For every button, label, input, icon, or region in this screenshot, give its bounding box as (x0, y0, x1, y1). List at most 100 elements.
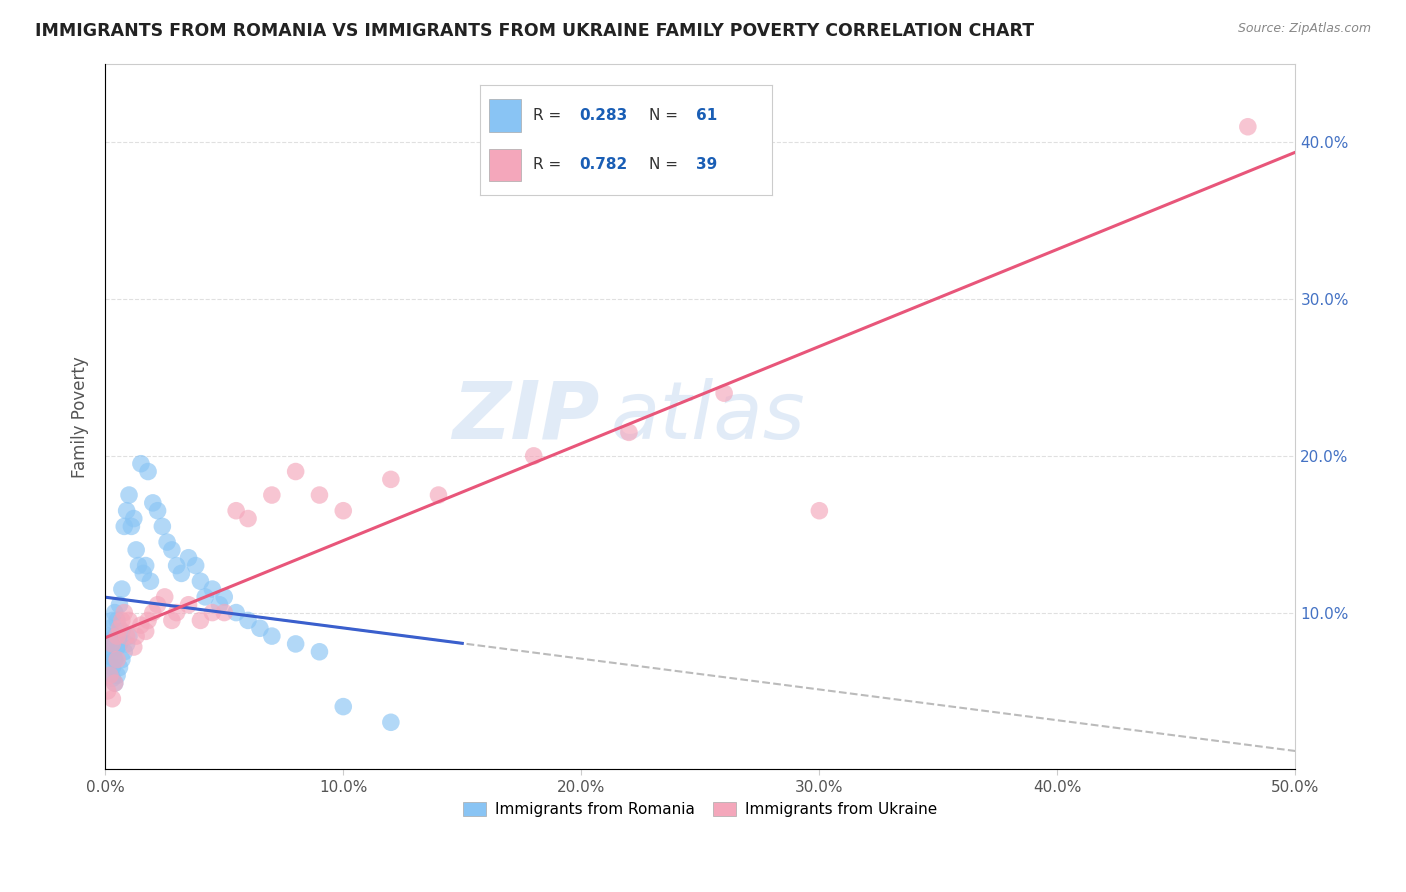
Point (105, 668, 128, 682)
Point (98, 633, 121, 648)
Point (112, 606, 135, 620)
Point (132, 566, 155, 581)
Point (105, 652, 128, 666)
Point (225, 504, 247, 518)
Point (166, 558, 188, 573)
Point (97, 645, 120, 659)
Point (212, 590, 235, 604)
Point (284, 637, 307, 651)
Point (142, 606, 165, 620)
Point (108, 660, 131, 674)
Point (104, 676, 127, 690)
Point (249, 621, 271, 635)
Point (129, 618, 152, 632)
Point (190, 574, 212, 589)
Point (260, 488, 283, 502)
Point (153, 590, 176, 604)
Point (104, 606, 127, 620)
Point (104, 652, 127, 666)
Point (97, 684, 120, 698)
Point (111, 652, 134, 666)
Point (108, 598, 131, 612)
Point (98, 668, 121, 682)
Point (111, 624, 134, 639)
Point (170, 566, 193, 581)
Point (135, 558, 157, 573)
Point (115, 637, 138, 651)
Point (125, 629, 148, 643)
Point (101, 640, 124, 654)
Text: Source: ZipAtlas.com: Source: ZipAtlas.com (1237, 22, 1371, 36)
Point (136, 614, 159, 628)
Point (97, 629, 120, 643)
Point (115, 504, 138, 518)
Point (201, 606, 224, 620)
Point (808, 504, 831, 518)
Point (101, 691, 124, 706)
Point (713, 386, 735, 401)
Point (122, 511, 145, 525)
Point (212, 606, 235, 620)
Point (101, 614, 124, 628)
Point (617, 425, 640, 440)
Point (177, 550, 200, 565)
Point (225, 606, 247, 620)
Point (139, 574, 162, 589)
Text: IMMIGRANTS FROM ROMANIA VS IMMIGRANTS FROM UKRAINE FAMILY POVERTY CORRELATION CH: IMMIGRANTS FROM ROMANIA VS IMMIGRANTS FR… (35, 22, 1035, 40)
Point (236, 511, 259, 525)
Point (105, 614, 128, 628)
Point (380, 715, 402, 730)
Point (105, 629, 128, 643)
Point (236, 614, 259, 628)
Point (146, 598, 169, 612)
Point (128, 558, 150, 573)
Point (115, 629, 138, 643)
Point (136, 465, 159, 479)
Y-axis label: Family Poverty: Family Poverty (72, 356, 89, 477)
Point (427, 488, 450, 502)
Point (101, 672, 124, 686)
Point (98, 649, 121, 664)
Point (380, 472, 402, 486)
Point (98, 668, 121, 682)
Point (208, 598, 231, 612)
Point (98, 621, 121, 635)
Point (135, 624, 157, 639)
Point (101, 637, 124, 651)
Point (284, 465, 307, 479)
Point (332, 504, 354, 518)
Point (142, 496, 165, 510)
Point (129, 457, 152, 471)
Point (112, 645, 135, 659)
Point (184, 558, 207, 573)
Point (101, 660, 124, 674)
Point (118, 488, 141, 502)
Point (201, 582, 224, 596)
Point (105, 640, 128, 654)
Point (1237, 120, 1260, 134)
Point (122, 640, 145, 654)
Point (156, 535, 179, 549)
Point (160, 614, 183, 628)
Point (104, 676, 127, 690)
Point (112, 519, 135, 533)
Point (523, 449, 546, 463)
Text: ZIP: ZIP (451, 377, 599, 456)
Point (308, 488, 330, 502)
Point (120, 519, 142, 533)
Point (260, 629, 283, 643)
Point (166, 606, 188, 620)
Point (332, 699, 354, 714)
Point (118, 629, 141, 643)
Point (190, 614, 212, 628)
Point (177, 598, 200, 612)
Point (125, 542, 148, 557)
Point (308, 645, 330, 659)
Point (146, 504, 169, 518)
Point (108, 637, 131, 651)
Legend: Immigrants from Romania, Immigrants from Ukraine: Immigrants from Romania, Immigrants from… (456, 795, 945, 825)
Point (108, 621, 131, 635)
Point (111, 582, 134, 596)
Point (104, 629, 127, 643)
Point (111, 614, 134, 628)
